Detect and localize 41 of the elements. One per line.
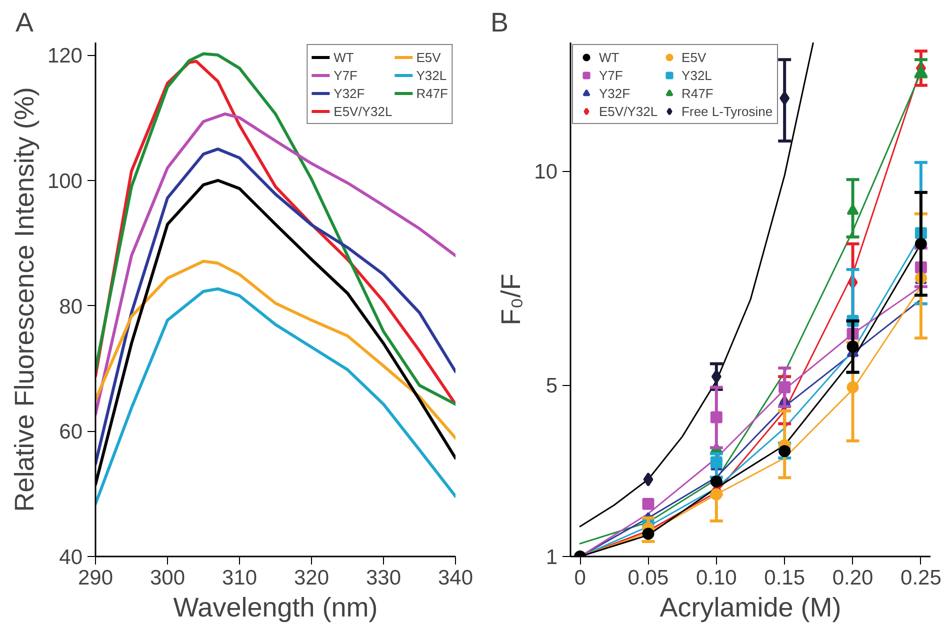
legend-label: E5V — [682, 49, 706, 65]
legend-label: Y7F — [334, 67, 358, 83]
x-tick-label: 340 — [438, 566, 474, 590]
legend-label: Y7F — [599, 67, 623, 83]
x-axis-title: Acrylamide (M) — [660, 592, 842, 622]
legend-label: Free L-Tyrosine — [682, 103, 773, 119]
x-tick-label: 0.25 — [900, 566, 942, 590]
legend-label: Y32F — [334, 85, 365, 101]
x-axis-title: Wavelength (nm) — [173, 592, 378, 622]
y-axis-title: Relative Fluorescence Intensity (%) — [9, 87, 40, 512]
x-tick-label: 310 — [222, 566, 258, 590]
y-tick-label: 120 — [47, 44, 83, 68]
legend-label: Y32L — [682, 67, 712, 83]
y-tick-label: 10 — [534, 160, 558, 184]
legend-label: Y32F — [599, 85, 630, 101]
x-tick-label: 290 — [78, 566, 114, 590]
y-tick-label: 100 — [47, 170, 83, 193]
y-tick-label: 1 — [546, 546, 558, 569]
legend-label: WT — [599, 49, 620, 65]
x-tick-label: 0.05 — [628, 566, 669, 590]
x-tick-label: 0.15 — [764, 566, 806, 590]
x-tick-label: 0.10 — [696, 566, 737, 590]
legend-label: E5V/Y32L — [334, 103, 392, 119]
y-tick-label: 60 — [59, 420, 82, 444]
x-tick-label: 0 — [574, 566, 586, 590]
y-tick-label: 40 — [59, 546, 82, 569]
x-tick-label: 330 — [366, 566, 402, 590]
legend-label: WT — [334, 49, 354, 65]
text: B — [490, 8, 509, 38]
legend-label: Y32L — [416, 67, 447, 83]
legend-label: R47F — [682, 85, 714, 101]
x-tick-label: 320 — [294, 566, 330, 590]
text: A — [16, 8, 34, 38]
legend-label: E5V — [416, 49, 441, 65]
legend-label: R47F — [416, 85, 448, 101]
y-tick-label: 80 — [59, 295, 82, 318]
y-tick-label: 5 — [546, 374, 558, 398]
x-tick-label: 0.20 — [832, 566, 874, 590]
x-tick-label: 300 — [150, 566, 186, 590]
y-axis-title: F₀/F — [496, 274, 526, 326]
legend-label: E5V/Y32L — [599, 103, 658, 119]
